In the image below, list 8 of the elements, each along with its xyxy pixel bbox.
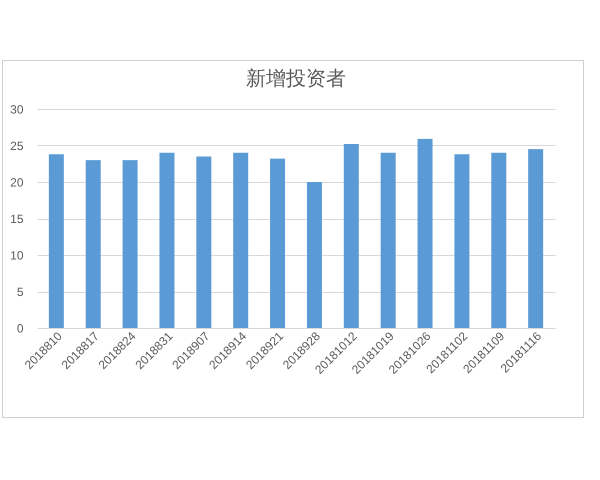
y-tick-label: 25 (10, 139, 24, 153)
y-tick-label: 15 (10, 212, 24, 226)
y-tick-label: 10 (10, 248, 24, 262)
chart-title: 新增投资者 (246, 66, 346, 90)
y-tick-label: 5 (16, 285, 24, 299)
y-tick-label: 0 (16, 322, 24, 336)
y-tick-label: 30 (10, 102, 24, 116)
y-tick-label: 20 (10, 176, 24, 190)
